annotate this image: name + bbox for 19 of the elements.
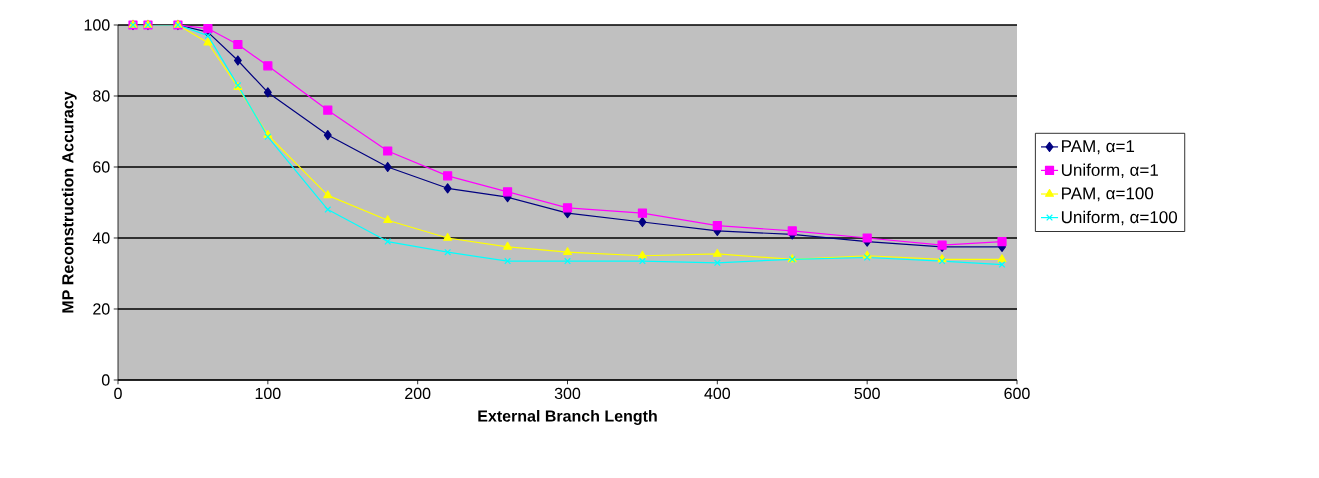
y-tick-label: 100 [84, 19, 110, 31]
x-tick-label: 200 [405, 387, 431, 400]
x-tick-label: 500 [854, 387, 880, 400]
y-tick-label: 40 [92, 232, 110, 244]
y-tick-label: 80 [93, 90, 110, 102]
x-tick-label: 600 [1004, 387, 1030, 400]
x-tick-label: 400 [704, 387, 731, 400]
y-tick-label: 0 [101, 374, 110, 386]
legend-label: Uniform, α=1 [1061, 163, 1158, 178]
x-tick-label: 0 [114, 387, 122, 400]
y-axis-title: MP Reconstruction Accuracy [61, 91, 77, 313]
x-axis-title: External Branch Length [478, 409, 657, 425]
y-tick-label: 20 [93, 303, 110, 315]
legend-label: PAM, α=1 [1062, 140, 1135, 155]
x-tick-label: 300 [554, 387, 581, 400]
x-tick-label: 100 [255, 387, 281, 400]
legend-label: PAM, α=100 [1062, 187, 1154, 202]
legend-label: Uniform, α=100 [1061, 210, 1178, 226]
y-tick-label: 60 [93, 161, 110, 173]
